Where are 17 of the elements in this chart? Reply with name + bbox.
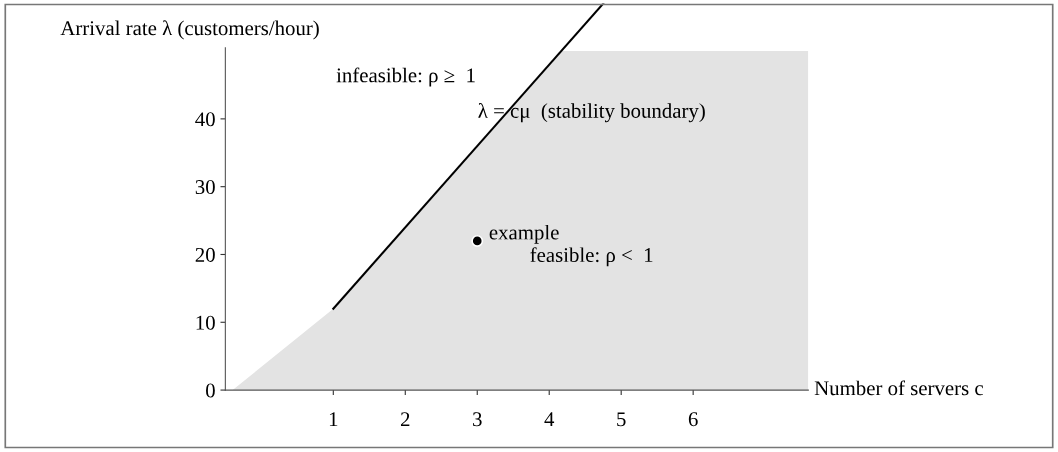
y-tick-label: 0: [206, 383, 215, 398]
annotation: λ = cμ (stability boundary): [478, 103, 705, 123]
x-tick-label: 1: [329, 412, 338, 427]
y-tick-label: 10: [196, 315, 215, 330]
x-tick-label: 4: [544, 412, 555, 427]
annotation: feasible: ρ < 1: [530, 247, 653, 267]
x-tick-label: 5: [617, 412, 626, 427]
y-axis-title: Arrival rate λ (customers/hour): [60, 20, 319, 40]
x-tick-label: 2: [400, 412, 410, 427]
y-tick-label: 30: [195, 180, 215, 195]
x-axis-title: Number of servers c: [814, 380, 983, 396]
x-tick-label: 6: [688, 412, 698, 427]
annotation: example: [489, 224, 559, 244]
y-tick-label: 40: [195, 112, 215, 127]
x-tick-label: 3: [473, 412, 482, 427]
y-tick-label: 20: [195, 247, 215, 262]
annotation: infeasible: ρ ≥ 1: [336, 67, 475, 87]
